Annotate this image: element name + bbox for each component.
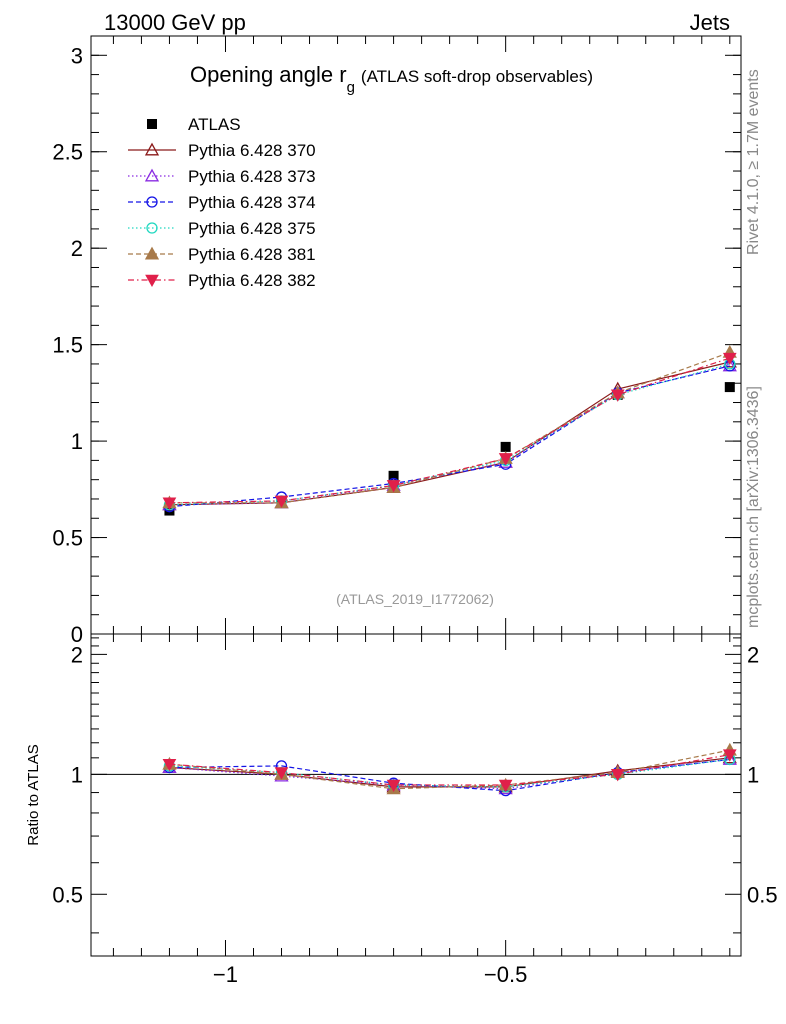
- legend-label: Pythia 6.428 373: [188, 167, 316, 186]
- legend-marker: [146, 196, 158, 208]
- ratio-plot-frame: 0.5 0.5 1 1 2 2 −1 −0.5: [52, 633, 778, 987]
- x-tick-label: −1: [213, 962, 238, 987]
- y-tick-label: 2: [71, 236, 83, 261]
- legend-entry: ATLAS: [147, 115, 241, 134]
- series-line: [169, 754, 730, 786]
- y-tick-label-right: 1: [747, 762, 759, 787]
- data-point: [722, 750, 737, 764]
- main-plot-frame: 0 0.5 1 1.5 2 2.5 3: [52, 35, 742, 647]
- series-line: [169, 361, 730, 506]
- legend-marker: [144, 168, 160, 182]
- axes-frame: [90, 633, 742, 957]
- y-tick-label-right: 0.5: [747, 882, 778, 907]
- legend-marker: [147, 119, 157, 129]
- data-point: [162, 758, 177, 772]
- data-point: [386, 779, 401, 793]
- y-tick-label: 0.5: [52, 882, 83, 907]
- legend-entry: Pythia 6.428 375: [128, 219, 316, 238]
- series-line: [169, 365, 730, 506]
- data-point: [162, 497, 177, 510]
- series-line: [169, 749, 730, 790]
- series-atlas: [164, 382, 735, 516]
- legend-label: Pythia 6.428 375: [188, 219, 316, 238]
- series-pythia-6-428-374: [163, 753, 736, 797]
- y-tick-label: 2: [71, 642, 83, 667]
- series-pythia-6-428-382: [162, 749, 737, 793]
- data-point: [610, 389, 625, 402]
- legend: ATLAS Pythia 6.428 370 Pythia 6.428 373 Pyt…: [128, 115, 316, 290]
- data-point: [724, 382, 735, 393]
- legend-marker: [145, 274, 159, 288]
- series-line: [169, 758, 730, 788]
- legend-label: Pythia 6.428 381: [188, 245, 316, 264]
- series-pythia-6-428-382: [162, 352, 737, 510]
- data-point: [498, 453, 513, 466]
- data-point: [610, 769, 625, 782]
- data-point: [274, 767, 289, 780]
- chart-title-subscript: g: [347, 79, 355, 96]
- series-pythia-6-428-373: [162, 358, 737, 511]
- y-tick-label-right: 2: [747, 642, 759, 667]
- chart-title: Opening angle rg (ATLAS soft-drop observa…: [190, 62, 593, 96]
- legend-entry: Pythia 6.428 370: [128, 141, 316, 160]
- data-point: [164, 505, 175, 516]
- mcplots-reference-label: mcplots.cern.ch [arXiv:1306.3436]: [745, 386, 762, 628]
- analysis-watermark: (ATLAS_2019_I1772062): [336, 591, 494, 607]
- data-point: [722, 352, 737, 366]
- data-point: [388, 470, 399, 481]
- legend-entry: Pythia 6.428 373: [128, 167, 316, 186]
- series-pythia-6-428-370: [162, 354, 737, 511]
- data-point: [722, 749, 737, 762]
- legend-entry: Pythia 6.428 382: [128, 271, 316, 290]
- y-tick-label: 1.5: [52, 333, 83, 358]
- chart-subtitle: (ATLAS soft-drop observables): [361, 67, 593, 86]
- y-tick-label: 2.5: [52, 140, 83, 165]
- rivet-version-label: Rivet 4.1.0, ≥ 1.7M events: [745, 69, 762, 255]
- y-tick-label: 3: [71, 43, 83, 68]
- ratio-ylabel: Ratio to ATLAS: [25, 744, 42, 845]
- data-point: [498, 779, 513, 793]
- y-tick-label: 1: [71, 429, 83, 454]
- legend-marker: [146, 222, 158, 234]
- series-line: [169, 357, 730, 504]
- legend-label: Pythia 6.428 382: [188, 271, 316, 290]
- y-tick-label: 1: [71, 762, 83, 787]
- data-point: [274, 495, 289, 508]
- legend-marker: [144, 142, 160, 156]
- legend-label: Pythia 6.428 370: [188, 141, 316, 160]
- legend-label: Pythia 6.428 374: [188, 193, 316, 212]
- data-point: [500, 441, 511, 452]
- process-label: Jets: [690, 10, 730, 35]
- data-point: [386, 480, 401, 493]
- x-tick-label: −0.5: [484, 962, 527, 987]
- chart-title-main: Opening angle r: [190, 62, 347, 87]
- legend-marker: [144, 246, 160, 260]
- energy-label: 13000 GeV pp: [104, 10, 246, 35]
- legend-entry: Pythia 6.428 374: [128, 193, 316, 212]
- series-line: [169, 351, 731, 504]
- series-line: [169, 365, 730, 508]
- series-pythia-6-428-374: [163, 360, 736, 513]
- series-pythia-6-428-381: [162, 345, 737, 509]
- legend-entry: Pythia 6.428 381: [128, 245, 316, 264]
- series-line: [169, 363, 730, 506]
- legend-label: ATLAS: [188, 115, 241, 134]
- y-tick-label: 0: [71, 622, 83, 647]
- y-tick-label: 0.5: [52, 526, 83, 551]
